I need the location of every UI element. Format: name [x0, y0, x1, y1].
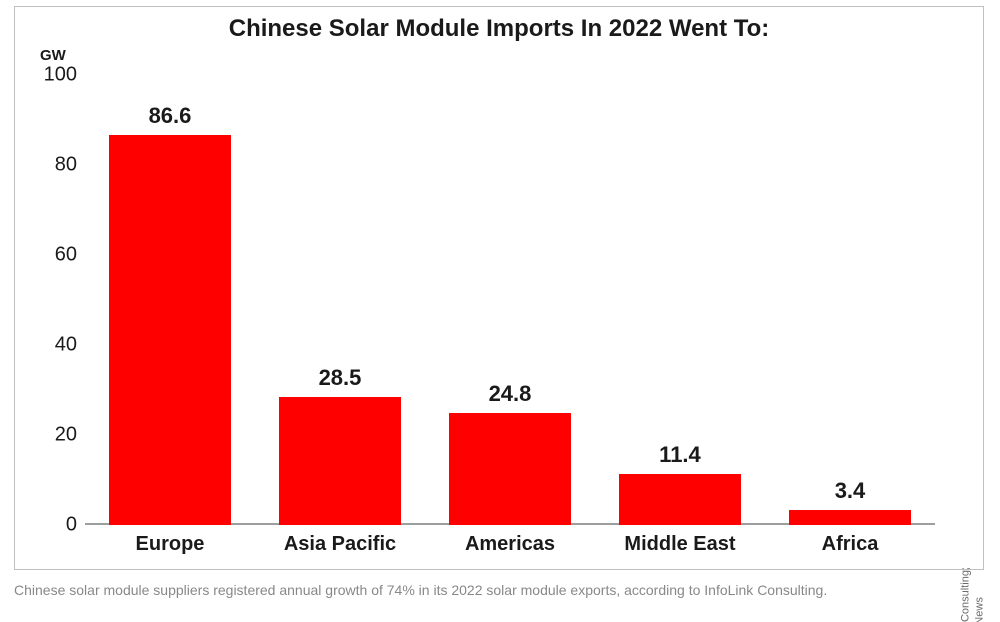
plot-area: 02040608010086.6Europe28.5Asia Pacific24…	[85, 75, 935, 525]
bar-value-label: 86.6	[149, 103, 192, 129]
caption-text: Chinese solar module suppliers registere…	[14, 582, 986, 598]
bar-group: 86.6Europe	[109, 75, 231, 525]
bar	[279, 397, 401, 525]
bar-group: 28.5Asia Pacific	[279, 75, 401, 525]
chart-frame: Chinese Solar Module Imports In 2022 Wen…	[14, 6, 984, 570]
bar-value-label: 28.5	[319, 365, 362, 391]
bar	[449, 413, 571, 525]
chart-title: Chinese Solar Module Imports In 2022 Wen…	[15, 15, 983, 43]
y-tick-label: 60	[55, 244, 77, 267]
y-tick-label: 100	[44, 64, 77, 87]
bar-group: 24.8Americas	[449, 75, 571, 525]
bar-group: 3.4Africa	[789, 75, 911, 525]
y-tick-label: 80	[55, 154, 77, 177]
x-category-label: Asia Pacific	[284, 533, 396, 556]
bar	[109, 135, 231, 525]
x-category-label: Middle East	[624, 533, 735, 556]
source-attribution: Source: InfoLink Consulting; graphic: Ta…	[958, 535, 987, 622]
source-line-2: graphic: TaiyangNews	[974, 598, 986, 622]
bar-group: 11.4Middle East	[619, 75, 741, 525]
bar	[789, 510, 911, 525]
x-category-label: Americas	[465, 533, 555, 556]
y-tick-label: 0	[66, 514, 77, 537]
y-tick-label: 40	[55, 334, 77, 357]
bar	[619, 474, 741, 525]
x-category-label: Europe	[136, 533, 205, 556]
bar-value-label: 3.4	[835, 478, 866, 504]
bar-value-label: 24.8	[489, 381, 532, 407]
y-axis-unit-label: GW	[40, 47, 66, 64]
y-tick-label: 20	[55, 424, 77, 447]
bar-value-label: 11.4	[659, 442, 701, 468]
x-category-label: Africa	[822, 533, 879, 556]
